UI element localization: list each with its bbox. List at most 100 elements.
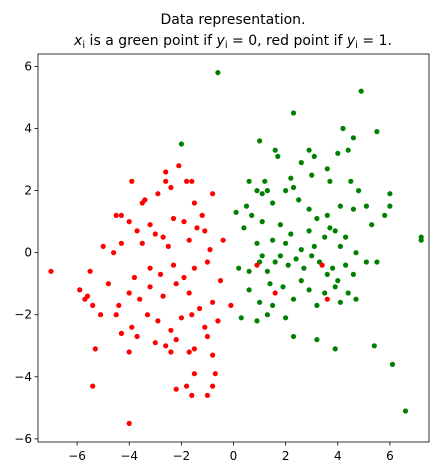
data-point	[254, 240, 260, 246]
data-point	[306, 228, 312, 234]
data-point	[82, 296, 88, 302]
data-point	[238, 315, 244, 321]
data-point	[113, 212, 119, 218]
data-point	[129, 178, 135, 184]
data-point	[374, 129, 380, 135]
data-point	[350, 206, 356, 212]
data-point	[322, 290, 328, 296]
data-point	[259, 253, 265, 259]
chart-title-line1: Data representation.	[160, 12, 305, 28]
x-tick-label: −6	[68, 449, 86, 463]
y-tick-label: −6	[14, 432, 32, 446]
y-tick-label: 0	[24, 246, 32, 260]
data-point	[337, 203, 343, 209]
data-point	[184, 178, 190, 184]
title-text-1: is a green point if	[85, 33, 216, 49]
data-point	[259, 191, 265, 197]
chart-title-line2: xi is a green point if yi = 0, red point…	[73, 33, 392, 51]
data-point	[176, 163, 182, 169]
data-point	[259, 219, 265, 225]
data-point	[324, 166, 330, 172]
data-point	[322, 234, 328, 240]
axes-layer: −6 −4 −2 0 2 4 6 −6 −4 −2 0 2 4 6	[14, 53, 430, 463]
data-point	[348, 178, 354, 184]
title-sub-i-2: i	[225, 40, 228, 51]
data-point	[350, 271, 356, 277]
data-point	[363, 259, 369, 265]
data-point	[155, 318, 161, 324]
data-point	[189, 312, 195, 318]
data-point	[220, 237, 226, 243]
data-point	[371, 343, 377, 349]
data-point	[298, 160, 304, 166]
data-point	[217, 278, 224, 284]
data-point	[296, 197, 302, 203]
data-point	[163, 178, 169, 184]
data-point	[118, 240, 124, 246]
x-tick-label: 0	[230, 449, 238, 463]
data-point	[314, 302, 320, 308]
data-point	[241, 225, 247, 231]
data-point	[249, 212, 255, 218]
data-point	[191, 200, 197, 206]
data-point	[233, 209, 239, 215]
data-point	[197, 305, 203, 312]
data-point	[332, 346, 338, 352]
data-point	[116, 302, 122, 308]
data-point	[178, 315, 184, 321]
data-point	[314, 215, 320, 222]
data-point	[345, 147, 351, 153]
data-point	[212, 371, 218, 377]
data-point	[118, 330, 124, 336]
data-point	[254, 188, 260, 194]
data-point	[204, 333, 210, 340]
data-point	[267, 281, 273, 287]
data-point	[131, 274, 137, 281]
data-point	[160, 234, 166, 240]
data-point	[358, 88, 364, 94]
data-point	[100, 243, 106, 249]
data-point	[363, 203, 369, 209]
data-point	[165, 243, 171, 249]
data-point	[191, 265, 197, 271]
data-point	[210, 383, 216, 389]
data-point	[272, 259, 278, 265]
data-point	[181, 274, 187, 281]
data-point	[189, 392, 195, 398]
data-point	[283, 188, 289, 194]
data-point	[168, 184, 174, 191]
data-point	[173, 337, 179, 343]
data-point	[152, 231, 158, 237]
data-point	[306, 206, 312, 212]
y-tick-label: −4	[14, 370, 32, 384]
data-point	[144, 312, 151, 318]
data-point	[309, 253, 315, 259]
data-point	[356, 188, 362, 194]
data-point	[210, 352, 216, 358]
title-var-y2: y	[346, 33, 356, 49]
title-sub-i-1: i	[82, 40, 85, 51]
data-point	[343, 234, 349, 240]
data-point	[337, 243, 343, 249]
data-point	[374, 259, 380, 265]
data-point	[264, 268, 270, 274]
data-point	[277, 222, 283, 228]
data-point	[152, 340, 158, 346]
data-point	[389, 361, 396, 367]
data-point	[186, 237, 192, 243]
data-point	[254, 262, 260, 268]
title-sub-i-3: i	[355, 40, 358, 51]
data-point	[90, 302, 96, 308]
data-point	[210, 299, 216, 305]
data-point	[345, 290, 351, 296]
data-point	[254, 318, 260, 324]
data-point	[314, 337, 320, 343]
data-point	[173, 386, 179, 392]
data-point	[327, 225, 333, 231]
data-point	[168, 327, 174, 333]
x-tick-label: −2	[173, 449, 191, 463]
data-point	[270, 237, 276, 243]
data-point	[163, 343, 169, 349]
data-point	[382, 212, 388, 218]
